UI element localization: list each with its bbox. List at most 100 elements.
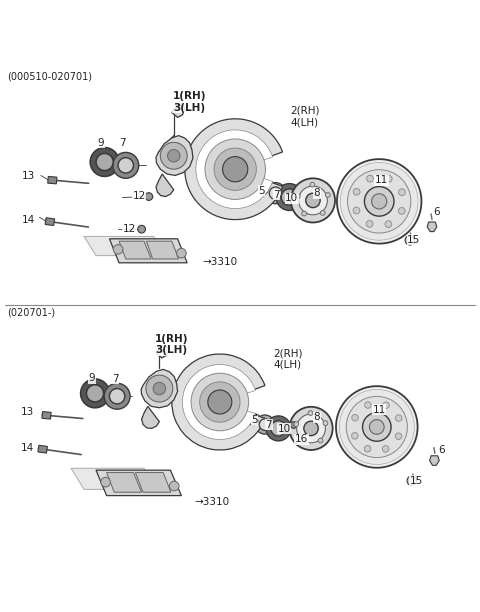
Circle shape <box>337 159 421 244</box>
Text: 13: 13 <box>21 406 35 417</box>
Text: 14: 14 <box>21 442 35 453</box>
Circle shape <box>169 481 179 491</box>
Polygon shape <box>48 176 57 184</box>
Circle shape <box>300 439 305 444</box>
Polygon shape <box>45 218 55 226</box>
Circle shape <box>258 185 268 195</box>
Text: 10: 10 <box>285 193 299 203</box>
Text: 1(RH)
3(LH): 1(RH) 3(LH) <box>155 334 189 355</box>
Polygon shape <box>141 370 178 408</box>
Circle shape <box>398 207 405 214</box>
Polygon shape <box>96 470 181 496</box>
Circle shape <box>208 390 232 414</box>
Circle shape <box>281 189 298 205</box>
Circle shape <box>351 433 358 439</box>
Circle shape <box>385 221 392 228</box>
Polygon shape <box>71 468 157 490</box>
Circle shape <box>265 182 286 204</box>
Circle shape <box>299 186 327 215</box>
Circle shape <box>348 170 411 233</box>
Circle shape <box>294 422 299 427</box>
Polygon shape <box>430 456 439 465</box>
Circle shape <box>101 477 110 487</box>
Circle shape <box>383 446 389 452</box>
Text: 9: 9 <box>97 138 104 148</box>
Text: 7: 7 <box>112 374 119 384</box>
Circle shape <box>295 193 300 198</box>
Circle shape <box>336 386 418 468</box>
Circle shape <box>191 373 249 431</box>
Text: (000510-020701): (000510-020701) <box>7 72 92 82</box>
Text: →3310: →3310 <box>194 497 230 507</box>
Polygon shape <box>172 105 185 118</box>
Circle shape <box>308 411 313 416</box>
Circle shape <box>364 446 371 452</box>
Text: 14: 14 <box>22 215 36 225</box>
Circle shape <box>385 176 392 182</box>
Text: 13: 13 <box>22 171 36 181</box>
Polygon shape <box>135 472 171 492</box>
Circle shape <box>113 152 139 178</box>
Wedge shape <box>182 365 255 439</box>
Circle shape <box>200 382 240 422</box>
Polygon shape <box>142 406 159 428</box>
Circle shape <box>104 383 130 409</box>
Circle shape <box>407 476 417 485</box>
Text: 11: 11 <box>375 175 388 185</box>
Wedge shape <box>196 130 273 209</box>
Circle shape <box>255 415 275 434</box>
Text: 7: 7 <box>119 138 126 148</box>
Circle shape <box>276 184 303 211</box>
Circle shape <box>291 178 335 223</box>
Circle shape <box>90 147 119 176</box>
Circle shape <box>118 158 133 173</box>
Polygon shape <box>119 241 151 259</box>
Circle shape <box>153 382 166 395</box>
Text: 11: 11 <box>372 405 386 415</box>
Circle shape <box>362 412 391 441</box>
Circle shape <box>205 139 265 200</box>
Circle shape <box>340 163 418 241</box>
Circle shape <box>320 211 325 215</box>
Circle shape <box>365 401 371 408</box>
Circle shape <box>318 438 323 443</box>
Circle shape <box>366 220 373 227</box>
Text: 15: 15 <box>407 235 420 245</box>
Text: (020701-): (020701-) <box>7 308 55 318</box>
Polygon shape <box>42 412 51 419</box>
Circle shape <box>297 414 325 443</box>
Circle shape <box>325 193 330 198</box>
Circle shape <box>306 193 320 207</box>
Circle shape <box>289 407 333 450</box>
Circle shape <box>352 414 358 421</box>
Text: 5: 5 <box>251 415 258 425</box>
Circle shape <box>383 402 389 408</box>
Circle shape <box>372 194 387 209</box>
Polygon shape <box>427 222 437 231</box>
Circle shape <box>370 420 384 435</box>
Text: 1(RH)
3(LH): 1(RH) 3(LH) <box>173 91 206 113</box>
Circle shape <box>96 154 113 171</box>
Circle shape <box>177 248 186 258</box>
Circle shape <box>259 419 271 430</box>
Circle shape <box>109 389 125 404</box>
Circle shape <box>246 414 261 429</box>
Text: 2(RH)
4(LH): 2(RH) 4(LH) <box>290 106 320 127</box>
Text: 6: 6 <box>438 445 445 455</box>
Circle shape <box>214 148 256 190</box>
Polygon shape <box>109 239 187 263</box>
Text: 7: 7 <box>265 420 272 430</box>
Text: 8: 8 <box>313 412 320 422</box>
Polygon shape <box>156 136 193 176</box>
Circle shape <box>81 379 109 408</box>
Circle shape <box>310 182 315 187</box>
Circle shape <box>269 187 282 200</box>
Polygon shape <box>156 174 174 196</box>
Circle shape <box>160 143 187 169</box>
Circle shape <box>367 175 373 182</box>
Circle shape <box>290 422 297 428</box>
Wedge shape <box>172 354 265 450</box>
Circle shape <box>339 389 414 465</box>
Circle shape <box>398 189 405 196</box>
Circle shape <box>249 417 258 425</box>
